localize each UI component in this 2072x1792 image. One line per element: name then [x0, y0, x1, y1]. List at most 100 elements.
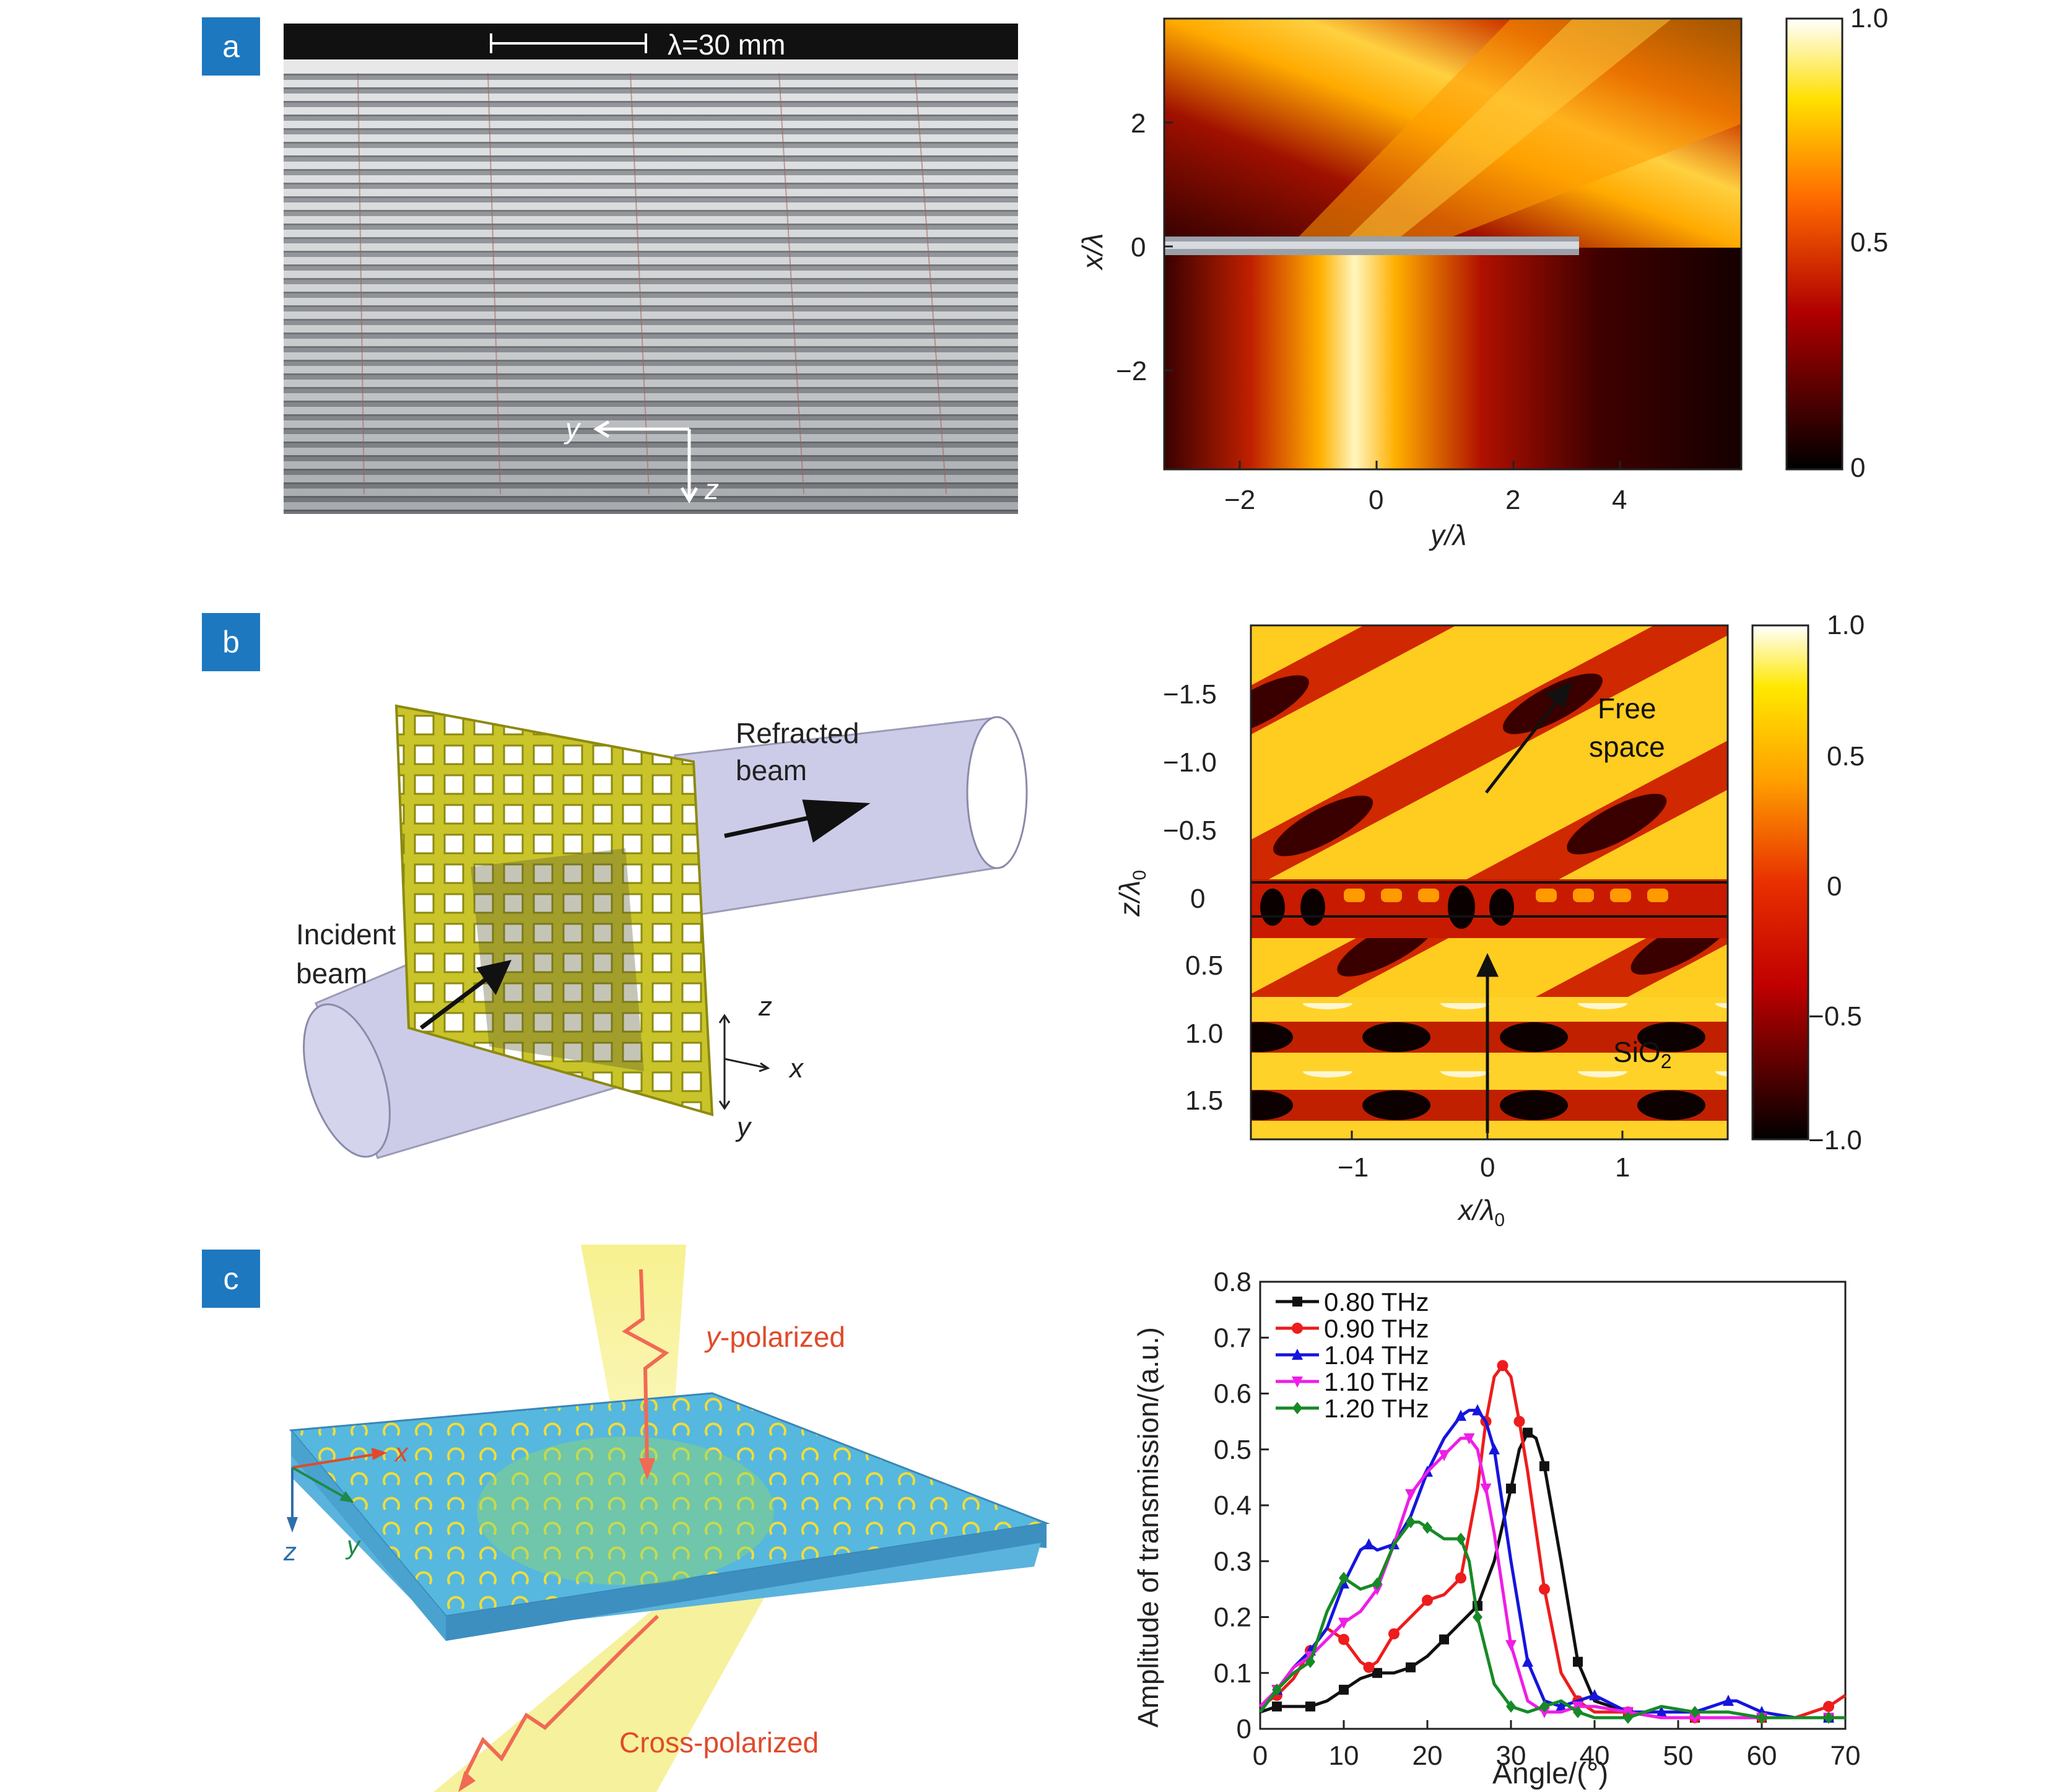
heatmap-b-ytick-1: −1.0 [1163, 747, 1217, 778]
series-2-point [1455, 1409, 1466, 1421]
chart-ylabel: Amplitude of transmission/(a.u.) [1132, 1327, 1164, 1728]
chart-ytick-label-8: 0.8 [1214, 1267, 1251, 1297]
incident-beam-label-2: beam [296, 957, 367, 990]
chart-xtick-label-5: 50 [1663, 1741, 1694, 1771]
series-1-point [1823, 1700, 1834, 1712]
legend-marker-0 [1292, 1297, 1302, 1307]
heatmap-a-xtick-0: −2 [1224, 485, 1255, 515]
series-2-point [1522, 1655, 1533, 1667]
annot-sio2: SiO2 [1613, 1036, 1671, 1072]
heatmap-b-cbar-tick-2: 0 [1827, 871, 1842, 902]
series-4-point [1305, 1655, 1315, 1668]
metasurface-beam-diagram: z x y Refracted beam Incident beam [296, 704, 1028, 1159]
chart-ytick-label-2: 0.2 [1214, 1603, 1251, 1633]
series-2-point [1656, 1705, 1667, 1717]
series-0-point [1573, 1656, 1583, 1667]
series-4-point [1757, 1711, 1767, 1724]
series-3-point [1463, 1433, 1475, 1445]
heatmap-b-ytick-3: 0 [1190, 884, 1205, 914]
diagram-c-axis-z: z [283, 1537, 297, 1566]
chart-xlabel: Angle/(°) [1492, 1757, 1608, 1790]
series-0-point [1272, 1701, 1282, 1712]
heatmap-b-xtick-1: 0 [1480, 1152, 1495, 1183]
heatmap-b-ytick-6: 1.5 [1185, 1085, 1223, 1116]
series-4-point [1506, 1700, 1516, 1713]
panel-label-b: b [202, 613, 260, 671]
series-0-point [1339, 1684, 1349, 1695]
refracted-beam-label-2: beam [736, 754, 807, 786]
heatmap-a: −2 0 2 4 2 0 −2 y/λ x/λ 1.0 0.5 0 [1076, 3, 1888, 551]
series-4-point [1272, 1683, 1282, 1696]
heatmap-a-xtick-2: 2 [1505, 485, 1520, 515]
refracted-beam-label-1: Refracted [736, 717, 859, 749]
incident-beam-label-1: Incident [296, 918, 396, 950]
chart-ytick-label-4: 0.4 [1214, 1490, 1251, 1521]
series-1-point [1422, 1594, 1433, 1606]
heatmap-a-xtick-3: 4 [1612, 485, 1627, 515]
series-3-point [1480, 1483, 1492, 1495]
chart-xtick-label-4: 40 [1580, 1741, 1610, 1771]
chart-xtick-label-3: 30 [1496, 1741, 1526, 1771]
chart-ytick-label-6: 0.6 [1214, 1379, 1251, 1409]
heatmap-b-cbar-tick-1: 0.5 [1827, 741, 1865, 772]
heatmap-b-ytick-5: 1.0 [1185, 1019, 1223, 1049]
chart-ytick-label-7: 0.7 [1214, 1323, 1251, 1353]
polarizer-diagram: x z y y-polarized Cross-polarized [283, 1245, 1050, 1792]
series-1-point [1497, 1360, 1508, 1372]
series-0-point [1372, 1668, 1382, 1678]
series-4-point [1406, 1516, 1416, 1529]
heatmap-a-xlabel: y/λ [1429, 519, 1466, 551]
series-4-point [1456, 1533, 1466, 1546]
y-polarized-label: y-polarized [704, 1321, 845, 1353]
series-4-point [1473, 1611, 1482, 1624]
heatmap-b-colorbar [1751, 624, 1809, 1141]
heatmap-b-xtick-2: 1 [1615, 1152, 1630, 1183]
diagram-b-axis-x: x [788, 1053, 804, 1084]
transmission-chart: 0 10 20 30 40 50 60 70 0 0.1 0.2 0.3 0.4 0.5 0.6 0.7 0.8… [1132, 1267, 1861, 1790]
legend-marker-3 [1292, 1377, 1303, 1388]
chart-xtick-label-6: 60 [1747, 1741, 1777, 1771]
series-2-point [1363, 1538, 1375, 1550]
heatmap-a-ytick-0: 2 [1131, 108, 1146, 139]
series-4-point [1539, 1700, 1549, 1713]
legend-label-1: 0.90 THz [1324, 1314, 1429, 1343]
series-0-point [1539, 1461, 1549, 1471]
series-3-point [1338, 1617, 1349, 1629]
heatmap-a-colorbar [1785, 17, 1843, 471]
chart-xtick-label-7: 70 [1830, 1741, 1861, 1771]
series-line-2 [1258, 1409, 1845, 1720]
series-3-point [1539, 1707, 1550, 1718]
chart-ytick-label-5: 0.5 [1214, 1435, 1251, 1465]
series-0-point [1523, 1427, 1533, 1438]
series-3-point [1405, 1489, 1416, 1500]
heatmap-b-ytick-2: −0.5 [1163, 816, 1217, 846]
heatmap-b-cbar-tick-3: −0.5 [1808, 1001, 1862, 1032]
cross-polarized-label: Cross-polarized [619, 1726, 819, 1759]
heatmap-b-cbar-tick-4: −1.0 [1808, 1125, 1862, 1155]
series-4-point [1824, 1711, 1834, 1724]
chart-ytick-label-1: 0.1 [1214, 1658, 1251, 1689]
heatmap-a-cbar-tick-2: 0 [1850, 453, 1865, 483]
scale-bar-label: λ=30 mm [668, 28, 785, 61]
series-4-point [1623, 1711, 1633, 1724]
panel-label-a: a [202, 17, 260, 76]
panel-label-c: c [202, 1250, 260, 1308]
heatmap-b-xlabel: x/λ0 [1457, 1194, 1505, 1230]
annot-free-space-1: Free [1598, 692, 1656, 724]
series-3-point [1505, 1640, 1517, 1651]
series-0-point [1439, 1634, 1449, 1645]
legend-label-4: 1.20 THz [1324, 1394, 1429, 1423]
legend-label-2: 1.04 THz [1324, 1341, 1429, 1370]
heatmap-b-xtick-0: −1 [1338, 1152, 1369, 1183]
series-4-point [1573, 1705, 1583, 1718]
chart-xtick-label-1: 10 [1329, 1741, 1359, 1771]
legend-marker-2 [1292, 1349, 1303, 1360]
chart-xtick-label-0: 0 [1253, 1741, 1268, 1771]
series-4-point [1422, 1521, 1432, 1534]
series-1-point [1363, 1661, 1375, 1673]
series-2-point [1723, 1694, 1734, 1706]
series-2-point [1472, 1404, 1483, 1416]
photo-axis-z: z [704, 473, 719, 505]
legend-label-0: 0.80 THz [1324, 1287, 1429, 1316]
photo-axis-y: y [564, 412, 581, 445]
